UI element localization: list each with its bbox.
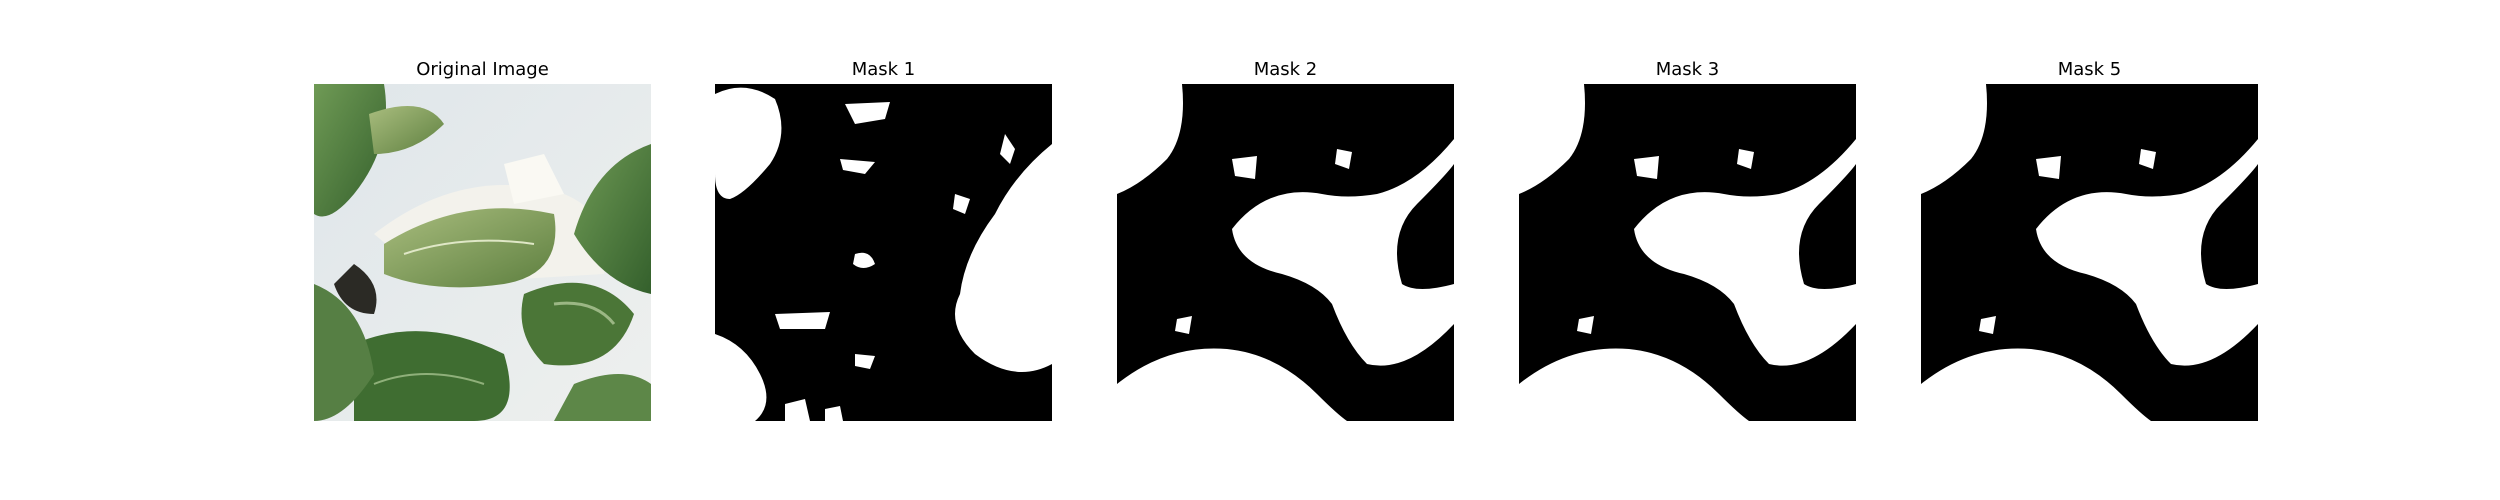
mask-3 xyxy=(1519,84,1856,421)
plant-photo xyxy=(314,84,651,421)
panel-title: Mask 5 xyxy=(2057,59,2122,80)
mask-2 xyxy=(1117,84,1454,421)
mask-2-image xyxy=(1117,84,1454,421)
mask-5 xyxy=(1921,84,2258,421)
mask-1 xyxy=(715,84,1052,421)
panel-title: Original Image xyxy=(416,59,549,80)
mask-1-image xyxy=(715,84,1052,421)
mask-3-image xyxy=(1519,84,1856,421)
mask-5-image xyxy=(1921,84,2258,421)
panel-title: Mask 1 xyxy=(851,59,916,80)
panel-title: Mask 2 xyxy=(1253,59,1318,80)
original-image xyxy=(314,84,651,421)
panel-title: Mask 3 xyxy=(1655,59,1720,80)
